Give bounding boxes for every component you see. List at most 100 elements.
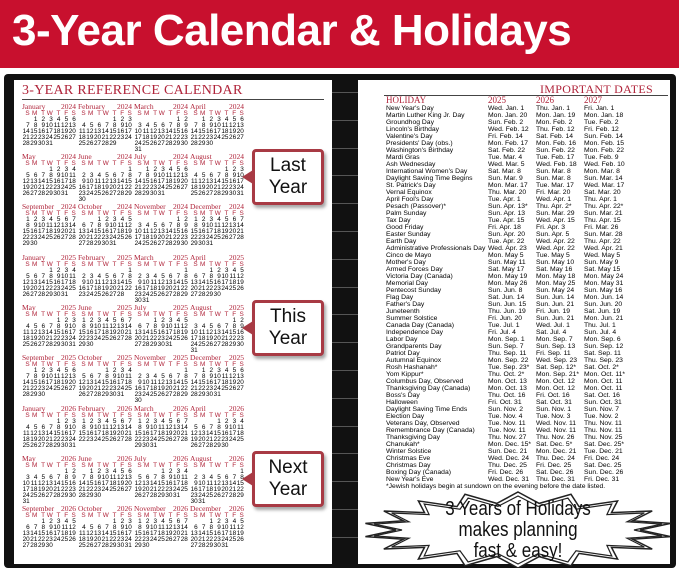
weekday-label: S bbox=[137, 209, 142, 217]
day-cell: 27 bbox=[157, 239, 165, 247]
weekday-label: S bbox=[127, 260, 132, 268]
day-cell: 14 bbox=[68, 221, 76, 229]
weekday-label: F bbox=[64, 260, 69, 268]
day-cell: 10 bbox=[101, 473, 109, 481]
weekday-label: S bbox=[81, 461, 86, 469]
day-cell: 18 bbox=[61, 529, 69, 537]
day-cell: 5 bbox=[138, 473, 142, 481]
day-cell: 8 bbox=[49, 272, 53, 280]
holiday-name: Tax Day bbox=[386, 217, 411, 224]
day-cell: 4 bbox=[33, 473, 38, 481]
day-cell: 28 bbox=[205, 441, 214, 449]
day-cell: 17 bbox=[37, 227, 46, 235]
weekday-label: S bbox=[239, 260, 244, 268]
day-cell: 28 bbox=[45, 441, 53, 449]
day-cell: 27 bbox=[117, 435, 125, 443]
day-cell: 1 bbox=[49, 165, 53, 173]
day-cell: 31 bbox=[157, 189, 165, 197]
day-cell: 28 bbox=[22, 139, 30, 147]
day-cell: 20 bbox=[37, 435, 46, 443]
day-cell: 11 bbox=[229, 523, 237, 531]
day-cell: 2 bbox=[120, 115, 125, 123]
day-cell: 7 bbox=[153, 473, 158, 481]
day-cell: 20 bbox=[68, 127, 76, 135]
day-cell: 11 bbox=[229, 272, 237, 280]
day-cell: 3 bbox=[49, 115, 53, 123]
weekday-label: S bbox=[25, 360, 30, 368]
day-cell: 9 bbox=[72, 473, 76, 481]
weekday-label: S bbox=[183, 360, 188, 368]
day-cell: 20 bbox=[165, 384, 173, 392]
weekday-label: S bbox=[81, 511, 86, 519]
day-cell: 21 bbox=[190, 384, 198, 392]
day-cell: 6 bbox=[217, 322, 221, 330]
day-cell: 30 bbox=[236, 340, 244, 348]
day-cell: 4 bbox=[168, 165, 173, 173]
day-cell: 14 bbox=[229, 479, 237, 487]
day-cell: 5 bbox=[240, 517, 244, 525]
day-cell: 18 bbox=[157, 529, 165, 537]
day-cell: 6 bbox=[33, 272, 38, 280]
day-cell: 23 bbox=[229, 183, 237, 191]
day-cell: 18 bbox=[53, 378, 61, 386]
day-cell: 29 bbox=[190, 239, 198, 247]
day-cell: 26 bbox=[101, 189, 109, 197]
day-cell: 9 bbox=[82, 177, 86, 185]
day-cell: 23 bbox=[205, 133, 214, 141]
day-cell: 13 bbox=[190, 278, 198, 286]
holiday-name: Administrative Professionals Day bbox=[386, 245, 486, 252]
day-cell: 20 bbox=[68, 378, 76, 386]
day-cell: 10 bbox=[53, 523, 61, 531]
day-cell: 24 bbox=[221, 535, 229, 543]
day-cell: 3 bbox=[209, 215, 214, 223]
holiday-date: Fri. Sep. 11 bbox=[536, 350, 571, 357]
day-cell: 13 bbox=[157, 227, 165, 235]
holiday-date: Tue. Mar. 17 bbox=[536, 182, 574, 189]
day-cell: 26 bbox=[37, 491, 46, 499]
day-cell: 28 bbox=[101, 139, 109, 147]
calendar-title: 3-YEAR REFERENCE CALENDAR bbox=[22, 83, 243, 98]
day-cell: 5 bbox=[120, 467, 125, 475]
day-cell: 13 bbox=[93, 127, 102, 135]
weekday-label: M bbox=[88, 411, 94, 419]
month-name: November bbox=[134, 353, 166, 362]
month-year: 2024 bbox=[61, 202, 76, 211]
day-cell: 16 bbox=[37, 127, 46, 135]
day-cell: 11 bbox=[150, 378, 158, 386]
holiday-date: Thu. Dec. 24 bbox=[536, 455, 575, 462]
holiday-date: Thu. Oct. 2* bbox=[488, 371, 525, 378]
month-name: November bbox=[134, 202, 166, 211]
month-header: September 2025 bbox=[22, 354, 76, 362]
holiday-name: Thanksgiving Day (Canada) bbox=[386, 385, 471, 392]
month-year: 2026 bbox=[229, 504, 244, 513]
day-cell: 1 bbox=[138, 517, 142, 525]
day-cell: 11 bbox=[109, 473, 117, 481]
weekday-label: M bbox=[144, 411, 150, 419]
day-cell: 25 bbox=[93, 290, 102, 298]
day-cell: 4 bbox=[153, 272, 158, 280]
day-cell: 27 bbox=[165, 290, 173, 298]
day-cell: 13 bbox=[173, 523, 181, 531]
holiday-date: Sun. Nov. 1 bbox=[536, 406, 572, 413]
holiday-name: Cinco de Mayo bbox=[386, 252, 432, 259]
weekday-label: S bbox=[71, 461, 76, 469]
day-cell: 28 bbox=[93, 390, 102, 398]
holiday-name: Canada Day (Canada) bbox=[386, 322, 455, 329]
weekday-label: T bbox=[153, 360, 158, 368]
day-cell: 13 bbox=[93, 529, 102, 537]
day-cell: 31 bbox=[198, 497, 206, 505]
day-cell: 17 bbox=[124, 127, 132, 135]
day-cell: 3 bbox=[138, 221, 142, 229]
day-cell: 16 bbox=[205, 378, 214, 386]
day-cell: 10 bbox=[134, 227, 142, 235]
holiday-name: Independence Day bbox=[386, 329, 444, 336]
day-cell: 14 bbox=[198, 529, 206, 537]
day-cell: 29 bbox=[78, 340, 86, 348]
holiday-date: Tue. Dec. 21 bbox=[584, 448, 623, 455]
day-cell: 9 bbox=[41, 121, 46, 129]
weekday-label: W bbox=[158, 209, 165, 217]
starburst-badge bbox=[365, 491, 671, 568]
month-header: December 2025 bbox=[190, 354, 244, 362]
holiday-name: Boxing Day (Canada) bbox=[386, 469, 451, 476]
holiday-date: Sat. Jul. 4 bbox=[536, 329, 567, 336]
